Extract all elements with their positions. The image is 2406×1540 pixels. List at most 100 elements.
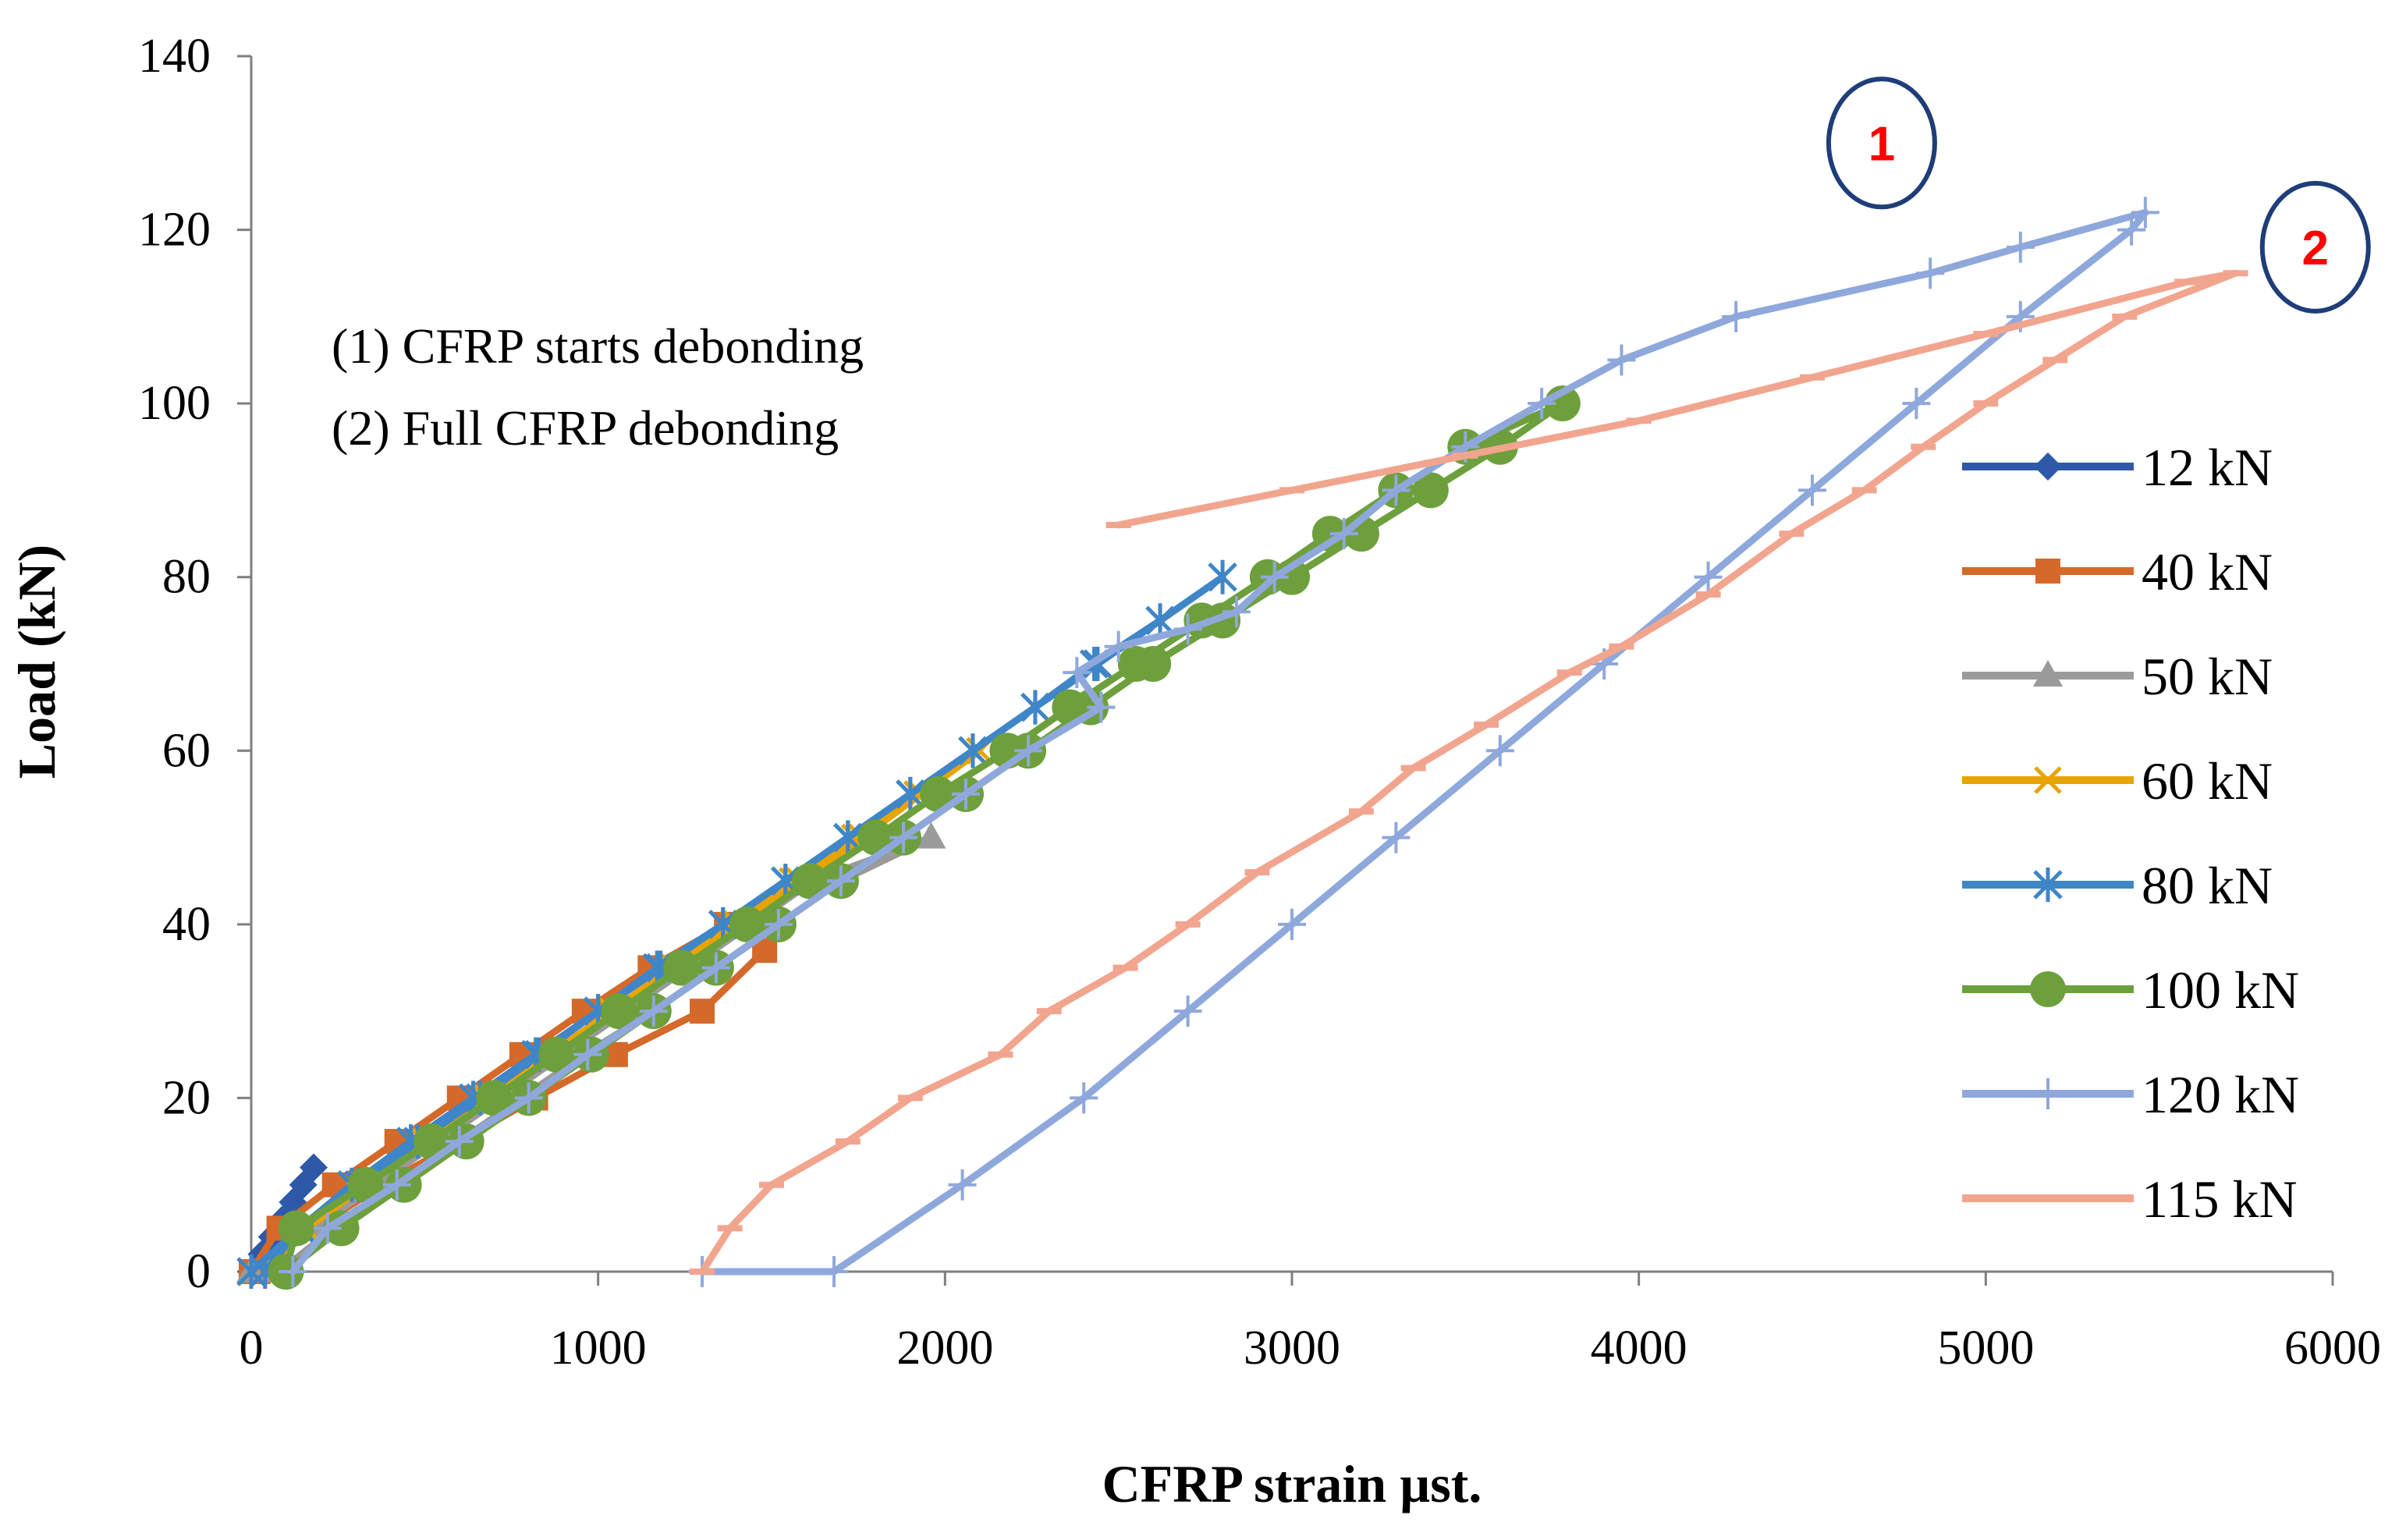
legend-marker — [2034, 766, 2062, 794]
callout-2: 2 — [2259, 180, 2371, 314]
callout-ellipse — [1826, 76, 1937, 210]
legend-item-60-kn: 60 kN — [1962, 751, 2273, 811]
legend-marker — [2034, 1078, 2062, 1109]
y-tick-label: 80 — [162, 551, 211, 604]
legend-label: 12 kN — [2142, 438, 2273, 497]
legend-item-100-kn: 100 kN — [1962, 960, 2299, 1020]
data-point-120-kn — [1382, 821, 1411, 853]
legend-item-120-kn: 120 kN — [1962, 1065, 2299, 1124]
data-point-120-kn — [889, 821, 917, 853]
series-line-120-kn — [289, 208, 2149, 1276]
x-tick-label: 3000 — [1244, 1322, 1340, 1375]
x-tick-label: 6000 — [2284, 1322, 2381, 1375]
data-point-120-kn — [573, 1038, 602, 1070]
data-point-120-kn — [701, 952, 730, 984]
data-point-120-kn — [445, 1126, 474, 1158]
data-point-120-kn — [1916, 257, 1945, 289]
x-axis-title: CFRP strain µst. — [1102, 1454, 1482, 1513]
callout-ellipse — [2259, 180, 2371, 314]
data-point-120-kn — [764, 908, 793, 940]
data-point-120-kn — [313, 1212, 342, 1244]
series-line-115-kn — [698, 269, 2239, 1276]
legend-marker — [2030, 971, 2066, 1007]
data-point-12-kn — [300, 1153, 328, 1182]
data-point-120-kn — [1087, 691, 1116, 723]
y-tick-label: 0 — [186, 1245, 211, 1298]
legend-label: 40 kN — [2142, 542, 2273, 601]
legend-marker — [2035, 559, 2060, 584]
data-point-120-kn — [1278, 908, 1306, 940]
legend-label: 50 kN — [2142, 647, 2273, 706]
y-tick-label: 40 — [162, 898, 211, 951]
x-tick-label: 2000 — [896, 1322, 993, 1375]
data-point-120-kn — [1722, 300, 1751, 332]
data-point-120-kn — [1222, 596, 1251, 628]
data-point-120-kn — [952, 778, 981, 810]
legend-marker — [2033, 660, 2063, 687]
y-axis-title: Load (kN) — [7, 545, 66, 779]
data-point-80-kn — [1145, 603, 1175, 638]
y-tick-label: 100 — [138, 377, 211, 430]
callout-number: 1 — [1868, 117, 1895, 171]
legend-label: 60 kN — [2142, 751, 2273, 811]
callouts: 12 — [1826, 76, 2371, 314]
data-point-100-kn — [663, 949, 700, 986]
data-point-120-kn — [2117, 214, 2146, 246]
data-point-80-kn — [896, 776, 925, 811]
data-point-120-kn — [639, 995, 668, 1027]
data-point-120-kn — [514, 1082, 543, 1114]
x-tick-label: 5000 — [1937, 1322, 2034, 1375]
series-115-kn — [690, 269, 2248, 1276]
legend-label: 115 kN — [2142, 1169, 2298, 1229]
y-tick-label: 140 — [138, 30, 211, 83]
data-point-50-kn — [916, 821, 946, 849]
data-point-100-kn — [476, 1080, 513, 1116]
data-point-120-kn — [1694, 561, 1723, 593]
data-point-120-kn — [382, 1169, 411, 1201]
data-point-120-kn — [826, 865, 855, 897]
data-point-100-kn — [1412, 472, 1449, 509]
legend-label: 100 kN — [2142, 960, 2299, 1020]
data-point-120-kn — [2131, 197, 2159, 229]
data-point-100-kn — [347, 1166, 384, 1203]
data-point-40-kn — [690, 999, 715, 1024]
data-point-120-kn — [1070, 1082, 1098, 1114]
data-point-120-kn — [1173, 613, 1202, 645]
data-point-120-kn — [1104, 630, 1133, 662]
callout-1: 1 — [1826, 76, 1937, 210]
data-point-120-kn — [948, 1169, 977, 1201]
data-point-120-kn — [1528, 388, 1556, 420]
data-point-100-kn — [538, 1036, 575, 1073]
data-point-100-kn — [601, 993, 637, 1030]
series-layer — [236, 197, 2248, 1290]
x-tick-label: 4000 — [1591, 1322, 1687, 1375]
data-point-120-kn — [1014, 735, 1043, 767]
data-point-120-kn — [1382, 474, 1411, 506]
data-point-80-kn — [1208, 559, 1237, 594]
data-point-100-kn — [729, 906, 765, 942]
annotation-full-debonding: (2) Full CFRP debonding — [332, 400, 839, 456]
y-tick-label: 120 — [138, 204, 211, 257]
annotation-debonding-start: (1) CFRP starts debonding — [332, 318, 864, 374]
data-point-120-kn — [1329, 518, 1358, 550]
series-120-kn — [279, 197, 2159, 1287]
y-tick-label: 20 — [162, 1071, 211, 1124]
data-point-120-kn — [1173, 995, 1202, 1027]
data-point-120-kn — [1902, 388, 1931, 420]
legend: 12 kN 40 kN 50 kN 60 kN 80 kN 100 kN 120 kN 115… — [1962, 438, 2299, 1229]
data-point-120-kn — [1260, 561, 1289, 593]
x-tick-label: 1000 — [550, 1322, 647, 1375]
y-tick-label: 60 — [162, 724, 211, 777]
legend-item-40-kn: 40 kN — [1962, 542, 2273, 601]
data-point-80-kn — [958, 733, 988, 768]
data-point-80-kn — [1020, 690, 1050, 725]
legend-label: 120 kN — [2142, 1065, 2299, 1124]
legend-marker — [2033, 868, 2063, 902]
legend-item-80-kn: 80 kN — [1962, 856, 2273, 915]
data-point-120-kn — [2006, 231, 2035, 263]
data-point-120-kn — [279, 1256, 307, 1287]
data-point-100-kn — [1135, 646, 1172, 682]
legend-item-50-kn: 50 kN — [1962, 647, 2273, 706]
x-tick-label: 0 — [240, 1322, 264, 1375]
